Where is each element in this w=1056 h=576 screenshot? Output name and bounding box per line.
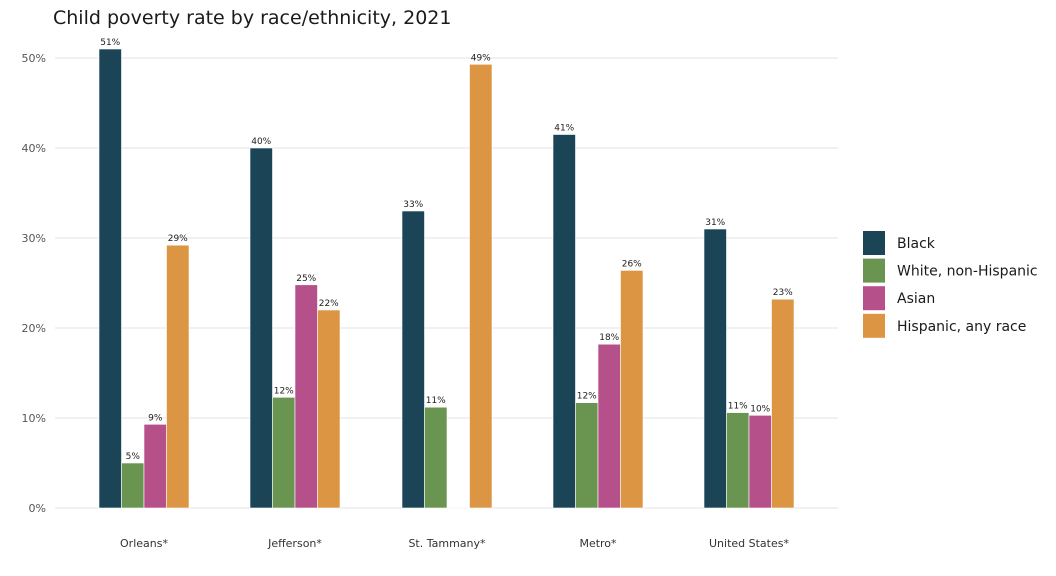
data-label: 40% [251,137,271,147]
bar [620,270,644,509]
data-label: 9% [148,413,163,423]
legend-label: Hispanic, any race [897,319,1026,335]
y-axis-ticks: 0% 10% 20% 30% 40% 50% [22,52,46,515]
bar [726,412,750,509]
bar [121,462,145,509]
data-label: 33% [403,200,423,210]
chart-title: Child poverty rate by race/ethnicity, 20… [53,7,451,29]
data-label: 11% [426,396,446,406]
data-label: 12% [577,392,597,402]
data-label: 26% [622,259,642,269]
x-category-label: St. Tammany* [408,537,486,550]
bar [143,423,167,509]
legend-swatch [863,258,885,283]
y-tick-label: 50% [22,52,46,65]
bars [98,48,795,509]
legend-swatch [863,313,885,338]
data-label: 31% [705,218,725,228]
bar [703,228,727,509]
bar [748,414,772,509]
x-category-label: Orleans* [120,537,168,550]
data-label: 5% [126,452,141,462]
y-tick-label: 30% [22,232,46,245]
legend-swatch [863,231,885,255]
data-label: 11% [728,402,748,412]
data-label: 18% [599,333,619,343]
bar [272,396,296,509]
data-label: 41% [554,124,574,134]
data-label: 29% [168,234,188,244]
y-tick-label: 10% [22,412,46,425]
x-category-label: Jefferson* [267,537,322,550]
data-label: 23% [773,288,793,298]
y-tick-label: 20% [22,322,46,335]
data-label: 12% [274,386,294,396]
bar [317,309,341,509]
data-label: 51% [100,38,120,48]
bar [575,402,599,509]
x-category-label: United States* [709,537,789,550]
legend-label: Black [897,236,936,252]
legend-label: White, non-Hispanic [897,264,1038,280]
legend: Black White, non-Hispanic Asian Hispanic, a… [863,231,1038,338]
y-tick-label: 0% [29,502,46,515]
bar [552,134,576,509]
bar [469,64,493,509]
bar [249,147,273,509]
bar [597,343,621,509]
data-label: 10% [750,404,770,414]
x-axis-categories: Orleans* Jefferson* St. Tammany* Metro* Unit… [120,537,789,550]
y-tick-label: 40% [22,142,46,155]
data-labels: 51% 5% 9% 29% 40% 12% 25% 22% 33% 11% 49% 41% 12% 18%… [100,38,793,462]
data-label: 22% [319,299,339,309]
bar [294,284,318,509]
data-label: 49% [471,53,491,63]
legend-swatch [863,286,885,311]
data-label: 25% [296,274,316,284]
bar [401,210,425,509]
bar [98,48,122,509]
x-category-label: Metro* [579,537,617,550]
bar [771,298,795,509]
legend-label: Asian [897,291,935,307]
bar [166,244,190,509]
bar [424,406,448,509]
